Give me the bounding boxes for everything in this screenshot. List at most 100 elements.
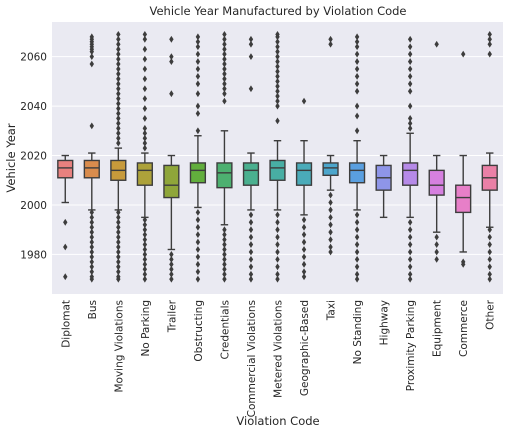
box-equipment [428, 40, 445, 263]
outlier-point [89, 248, 94, 256]
outlier-point [116, 223, 121, 231]
outlier-point [142, 270, 148, 278]
outlier-point [89, 275, 94, 283]
outlier-point [487, 270, 492, 278]
outlier-point [222, 55, 227, 63]
outlier-point [328, 243, 333, 251]
outlier-point [248, 233, 254, 241]
outlier-point [328, 248, 333, 256]
outlier-point [116, 233, 121, 241]
outlier-point [195, 223, 201, 231]
outlier-point [407, 58, 413, 65]
x-axis-label: Violation Code [236, 414, 319, 428]
outlier-point [222, 270, 227, 278]
box-taxi [322, 35, 339, 256]
outlier-point [275, 53, 280, 61]
outlier-point [434, 255, 439, 263]
outlier-point [195, 275, 201, 283]
outlier-point [116, 35, 121, 43]
box-trailer [163, 35, 180, 283]
outlier-point [407, 248, 413, 256]
outlier-point [354, 218, 360, 226]
box-diplomat [57, 154, 74, 281]
outlier-point [248, 241, 254, 248]
box-body [57, 159, 74, 179]
chart-title: Vehicle Year Manufactured by Violation C… [149, 4, 406, 18]
outlier-point [354, 270, 360, 278]
box-bus [83, 33, 100, 283]
outlier-point [169, 251, 174, 258]
outlier-point [461, 260, 466, 268]
outlier-point [248, 248, 254, 256]
outlier-point [222, 265, 227, 273]
outlier-point [222, 90, 227, 98]
outlier-point [116, 105, 121, 112]
outlier-point [116, 95, 121, 103]
outlier-point [195, 216, 201, 224]
outlier-point [142, 75, 148, 83]
outlier-point [407, 73, 413, 80]
outlier-point [434, 248, 439, 256]
outlier-point [195, 65, 201, 73]
outlier-point [487, 275, 492, 283]
outlier-point [169, 58, 174, 65]
outlier-point [222, 260, 227, 268]
outlier-point [354, 127, 360, 135]
outlier-point [407, 124, 413, 132]
outlier-point [301, 260, 307, 268]
outlier-point [407, 218, 413, 226]
outlier-point [301, 268, 307, 276]
outlier-point [89, 218, 94, 226]
outlier-point [328, 206, 333, 214]
x-tick-label: Proximity Parking [405, 300, 417, 391]
outlier-point [142, 124, 148, 132]
outlier-point [354, 241, 360, 248]
outlier-point [222, 85, 227, 93]
outlier-point [195, 253, 201, 261]
outlier-point [248, 218, 254, 226]
outlier-point [142, 129, 148, 137]
x-tick-label: Highway [379, 300, 391, 345]
outlier-point [328, 191, 333, 199]
outlier-point [89, 33, 94, 41]
outlier-point [116, 75, 121, 83]
outlier-point [142, 95, 148, 103]
outlier-point [222, 226, 227, 234]
outlier-point [248, 211, 254, 219]
outlier-point [89, 238, 94, 246]
outlier-point [116, 213, 121, 221]
outlier-point [275, 38, 280, 46]
outlier-point [407, 80, 413, 88]
outlier-point [89, 209, 94, 216]
outlier-point [354, 255, 360, 263]
x-tick-label: Geographic-Based [299, 300, 311, 396]
box-body [295, 162, 313, 186]
outlier-point [89, 223, 94, 231]
outlier-point [116, 60, 121, 68]
outlier-point [116, 134, 121, 142]
outlier-point [407, 226, 413, 234]
outlier-point [222, 30, 227, 38]
x-tick-label: Trailer [166, 299, 178, 333]
outlier-point [354, 38, 360, 46]
outlier-point [407, 50, 413, 58]
outlier-point [116, 80, 121, 88]
outlier-point [195, 246, 201, 253]
boxes [57, 30, 498, 283]
outlier-point [275, 43, 280, 51]
outlier-point [275, 255, 280, 263]
outlier-point [116, 115, 121, 122]
outlier-point [328, 35, 333, 43]
outlier-point [248, 255, 254, 263]
outlier-point [275, 226, 280, 234]
x-tick-label: Moving Violations [113, 300, 125, 393]
outlier-point [354, 50, 360, 58]
outlier-point [195, 38, 201, 46]
outlier-point [169, 270, 174, 278]
outlier-point [142, 275, 148, 283]
outlier-point [487, 35, 492, 43]
y-tick-labels: 1980 2000 2020 2040 2060 [20, 52, 47, 262]
outlier-point [354, 112, 360, 120]
outlier-point [407, 270, 413, 278]
